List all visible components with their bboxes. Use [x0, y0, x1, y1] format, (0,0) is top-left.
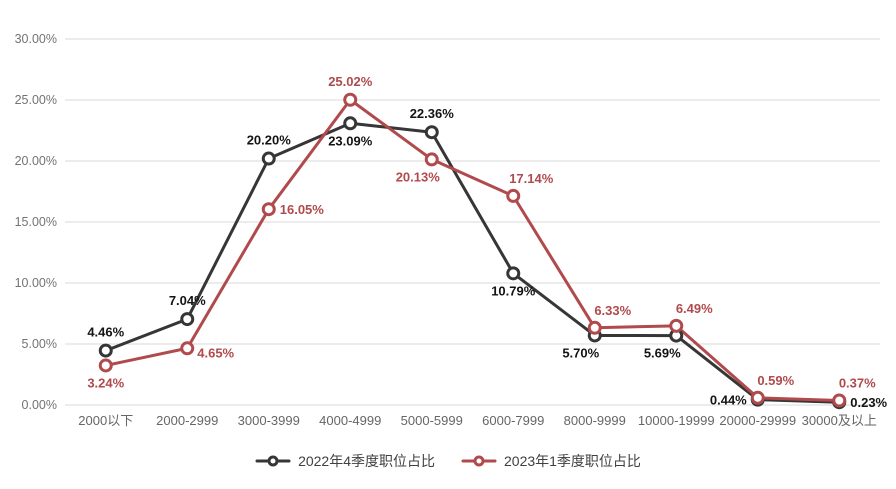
data-point-marker [98, 358, 113, 373]
data-point-label: 0.59% [757, 373, 794, 388]
x-category-label: 3000-3999 [238, 413, 300, 428]
y-tick-label: 30.00% [15, 32, 57, 46]
data-point-label: 5.69% [644, 346, 681, 361]
legend-marker-icon [461, 455, 497, 467]
data-point-marker [261, 202, 276, 217]
series-line [104, 121, 841, 404]
data-point-marker [424, 125, 439, 140]
legend-item-2023-q1[interactable]: 2023年1季度职位占比 [461, 451, 641, 471]
data-point-marker [180, 312, 195, 327]
legend-item-2022-q4[interactable]: 2022年4季度职位占比 [255, 451, 435, 471]
data-point-label: 0.23% [850, 395, 887, 410]
data-point-label: 4.46% [87, 325, 124, 340]
data-point-marker [343, 116, 358, 131]
y-tick-label: 0.00% [22, 398, 57, 412]
x-category-label: 4000-4999 [319, 413, 381, 428]
data-point-label: 6.49% [676, 301, 713, 316]
legend-label: 2022年4季度职位占比 [298, 453, 435, 469]
x-category-label: 5000-5999 [401, 413, 463, 428]
data-point-label: 7.04% [169, 293, 206, 308]
legend: 2022年4季度职位占比 2023年1季度职位占比 [0, 451, 896, 471]
data-point-marker [832, 393, 847, 408]
legend-circle [473, 455, 485, 467]
data-point-label: 20.13% [396, 169, 441, 184]
data-point-label: 17.14% [509, 171, 554, 186]
legend-circle [267, 455, 279, 467]
data-point-label: 20.20% [247, 133, 292, 148]
data-point-marker [587, 320, 602, 335]
legend-label: 2023年1季度职位占比 [504, 453, 641, 469]
x-category-label: 6000-7999 [482, 413, 544, 428]
data-point-marker [506, 188, 521, 203]
data-point-marker [180, 341, 195, 356]
y-tick-label: 15.00% [15, 215, 57, 229]
data-point-label: 22.36% [410, 106, 455, 121]
data-point-label: 16.05% [280, 202, 325, 217]
data-point-marker [506, 266, 521, 281]
data-point-marker [669, 318, 684, 333]
data-point-marker [424, 152, 439, 167]
y-tick-label: 20.00% [15, 154, 57, 168]
data-point-marker [98, 343, 113, 358]
y-tick-label: 25.00% [15, 93, 57, 107]
data-point-label: 23.09% [328, 133, 373, 148]
y-tick-label: 10.00% [15, 276, 57, 290]
x-category-label: 2000-2999 [156, 413, 218, 428]
data-point-label: 25.02% [328, 74, 373, 89]
series-line [104, 98, 841, 402]
data-point-label: 3.24% [87, 375, 124, 390]
line-chart-plot-area: 0.00% 5.00% 10.00% 15.00% 20.00% 25.00% 30.00%… [15, 32, 888, 428]
data-point-label: 6.33% [594, 303, 631, 318]
data-point-marker [750, 390, 765, 405]
data-point-label: 4.65% [197, 345, 234, 360]
x-category-label: 8000-9999 [564, 413, 626, 428]
data-point-label: 5.70% [562, 345, 599, 360]
legend-marker-icon [255, 455, 291, 467]
data-point-label: 10.79% [491, 283, 536, 298]
data-point-marker [261, 151, 276, 166]
data-point-label: 0.44% [710, 393, 747, 408]
x-category-label: 2000以下 [78, 413, 133, 428]
y-tick-label: 5.00% [22, 337, 57, 351]
x-category-label: 10000-19999 [638, 413, 715, 428]
data-point-marker [343, 92, 358, 107]
x-category-label: 30000及以上 [802, 413, 877, 428]
data-point-label: 0.37% [839, 375, 876, 390]
x-category-label: 20000-29999 [719, 413, 796, 428]
